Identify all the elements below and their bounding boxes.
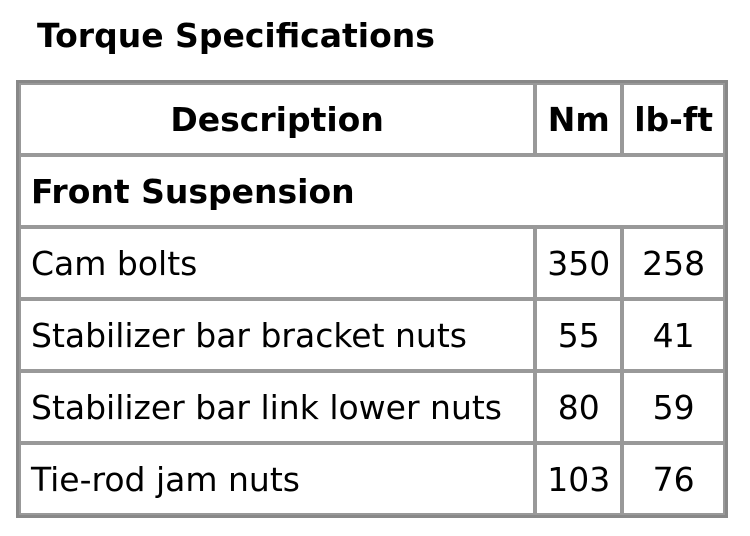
header-nm: Nm bbox=[535, 83, 623, 155]
header-lbft: lb-ft bbox=[622, 83, 725, 155]
table-row: Tie-rod jam nuts 103 76 bbox=[19, 443, 725, 515]
torque-table: Description Nm lb-ft Front Suspension Ca… bbox=[16, 80, 728, 518]
row-lbft: 41 bbox=[622, 299, 725, 371]
table-row: Stabilizer bar link lower nuts 80 59 bbox=[19, 371, 725, 443]
row-description: Stabilizer bar bracket nuts bbox=[19, 299, 536, 371]
row-lbft: 59 bbox=[622, 371, 725, 443]
row-lbft: 76 bbox=[622, 443, 725, 515]
row-description: Cam bolts bbox=[19, 227, 536, 299]
row-nm: 80 bbox=[535, 371, 623, 443]
header-row: Description Nm lb-ft bbox=[19, 83, 725, 155]
row-description: Tie-rod jam nuts bbox=[19, 443, 536, 515]
header-description: Description bbox=[19, 83, 536, 155]
row-nm: 350 bbox=[535, 227, 623, 299]
table-row: Cam bolts 350 258 bbox=[19, 227, 725, 299]
section-row: Front Suspension bbox=[19, 155, 725, 227]
row-nm: 103 bbox=[535, 443, 623, 515]
table-row: Stabilizer bar bracket nuts 55 41 bbox=[19, 299, 725, 371]
row-description: Stabilizer bar link lower nuts bbox=[19, 371, 536, 443]
section-label: Front Suspension bbox=[19, 155, 725, 227]
row-lbft: 258 bbox=[622, 227, 725, 299]
page-title: Torque Specifications bbox=[37, 16, 435, 55]
row-nm: 55 bbox=[535, 299, 623, 371]
